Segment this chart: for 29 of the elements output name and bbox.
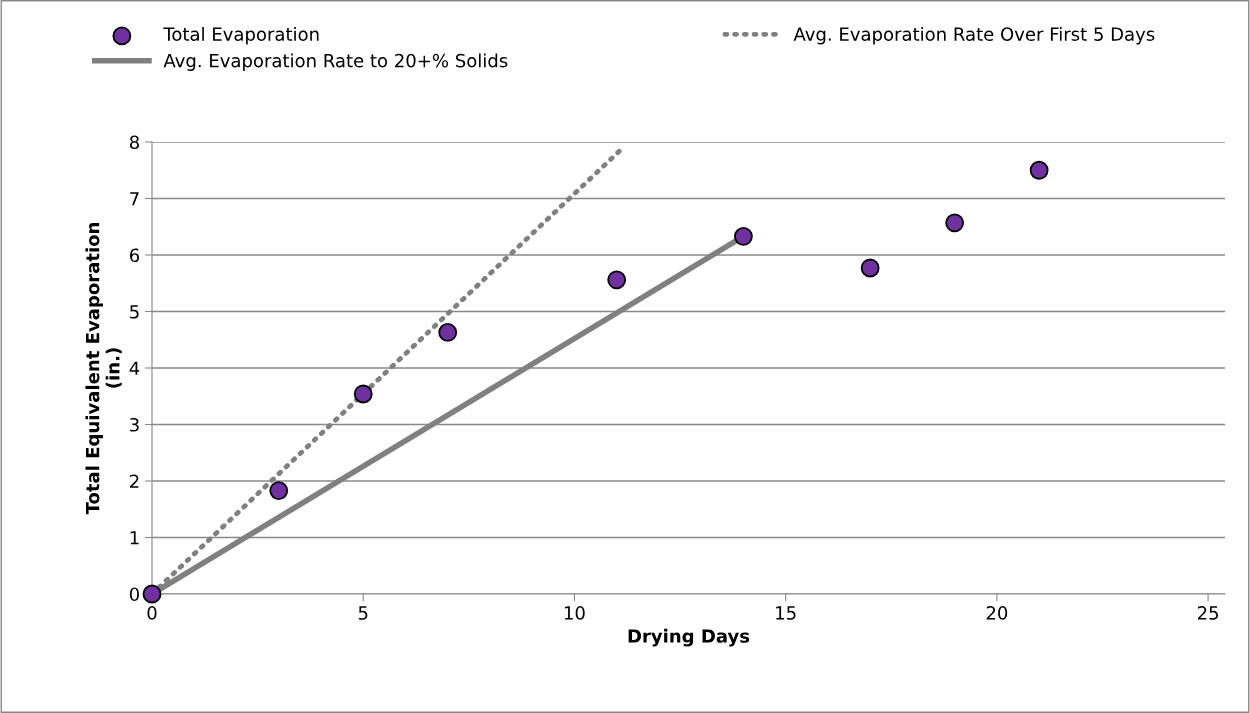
point (353, 384, 373, 404)
legend-label: Avg. Evaporation Rate to 20+% Solids (163, 53, 508, 71)
y-axis-title: Total Equivalent Evaporation (in.) (85, 222, 122, 515)
legend-label: Avg. Evaporation Rate Over First 5 Days (793, 26, 1155, 45)
x-tick-label: 25 (1197, 606, 1219, 620)
y-tick-label: 2 (130, 474, 139, 488)
y-tick-label: 7 (130, 192, 139, 206)
point (860, 258, 880, 278)
point (945, 213, 965, 233)
point (438, 322, 458, 342)
point (142, 584, 162, 604)
x-tick-label: 15 (776, 606, 796, 620)
point (1029, 160, 1049, 180)
point (607, 270, 627, 290)
y-tick-label: 4 (129, 361, 140, 375)
y-tick-label: 0 (129, 587, 139, 602)
y-tick-label: 3 (130, 417, 139, 432)
y-tick-label: 8 (129, 135, 139, 150)
point (269, 481, 289, 501)
x-tick-label: 5 (358, 606, 368, 620)
y-tick-label: 6 (129, 248, 140, 263)
point (734, 226, 753, 246)
x-tick-label: 0 (147, 606, 157, 620)
x-tick-label: 10 (564, 606, 585, 620)
y-tick-label: 1 (130, 531, 139, 545)
legend-label: Total Evaporation (163, 26, 319, 45)
y-tick-label: 5 (130, 305, 139, 319)
x-axis-title: Drying Days (628, 628, 750, 647)
x-tick-label: 20 (986, 606, 1008, 620)
